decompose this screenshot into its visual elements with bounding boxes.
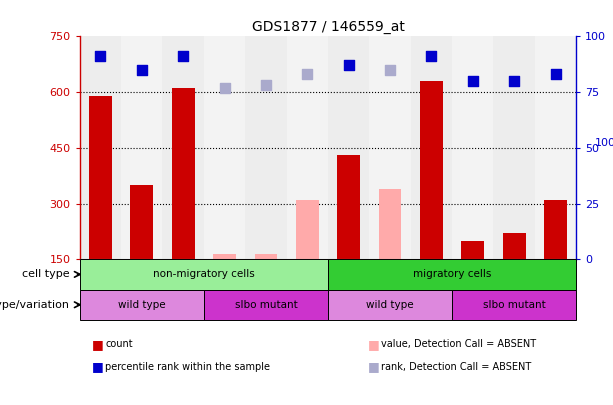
Text: slbo mutant: slbo mutant — [235, 300, 297, 310]
Bar — [162, 36, 204, 259]
Point — [178, 53, 188, 60]
Bar — [503, 233, 525, 259]
Point — [261, 82, 271, 89]
Bar — [121, 36, 162, 259]
Bar — [462, 241, 484, 259]
Text: migratory cells: migratory cells — [413, 269, 491, 279]
Text: wild type: wild type — [366, 300, 414, 310]
Point — [509, 78, 519, 84]
Bar — [80, 36, 121, 259]
Bar — [328, 36, 369, 259]
Bar — [80, 259, 328, 290]
Y-axis label: 100%: 100% — [595, 138, 613, 148]
Text: cell type: cell type — [22, 269, 70, 279]
Bar — [379, 189, 402, 259]
Bar — [420, 81, 443, 259]
Text: count: count — [105, 339, 133, 349]
Text: ■: ■ — [368, 338, 379, 351]
Bar — [369, 36, 411, 259]
Point — [468, 78, 478, 84]
Bar — [204, 290, 328, 320]
Point — [137, 67, 147, 73]
Bar — [80, 290, 204, 320]
Bar — [328, 259, 576, 290]
Point — [344, 62, 354, 69]
Bar — [287, 36, 328, 259]
Bar — [535, 36, 576, 259]
Point — [550, 71, 560, 78]
Text: slbo mutant: slbo mutant — [483, 300, 546, 310]
Text: ■: ■ — [368, 360, 379, 373]
Bar — [452, 290, 576, 320]
Point — [302, 71, 312, 78]
Bar — [254, 254, 277, 259]
Bar — [328, 290, 452, 320]
Text: percentile rank within the sample: percentile rank within the sample — [105, 362, 270, 371]
Point — [219, 85, 229, 91]
Text: genotype/variation: genotype/variation — [0, 300, 70, 310]
Bar — [337, 155, 360, 259]
Text: rank, Detection Call = ABSENT: rank, Detection Call = ABSENT — [381, 362, 531, 371]
Text: value, Detection Call = ABSENT: value, Detection Call = ABSENT — [381, 339, 536, 349]
Bar — [411, 36, 452, 259]
Point — [427, 53, 436, 60]
Text: ■: ■ — [92, 338, 104, 351]
Bar — [213, 254, 236, 259]
Point — [385, 67, 395, 73]
Bar — [245, 36, 286, 259]
Text: non-migratory cells: non-migratory cells — [153, 269, 254, 279]
Bar — [493, 36, 535, 259]
Text: wild type: wild type — [118, 300, 166, 310]
Bar — [204, 36, 245, 259]
Bar — [89, 96, 112, 259]
Bar — [296, 200, 319, 259]
Bar — [544, 200, 567, 259]
Title: GDS1877 / 146559_at: GDS1877 / 146559_at — [251, 20, 405, 34]
Point — [96, 53, 105, 60]
Bar — [172, 88, 194, 259]
Bar — [131, 185, 153, 259]
Bar — [452, 36, 493, 259]
Text: ■: ■ — [92, 360, 104, 373]
